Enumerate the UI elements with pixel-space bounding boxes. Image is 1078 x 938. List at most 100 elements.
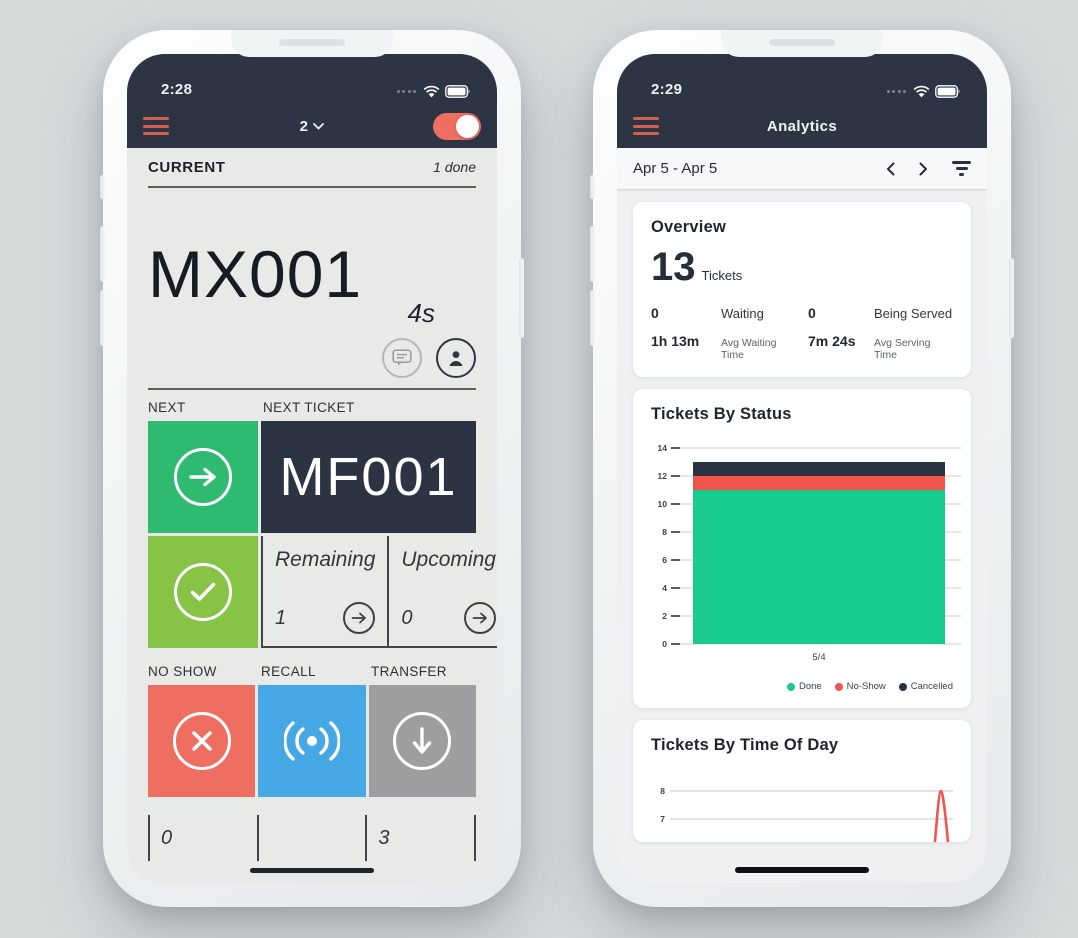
no-show-button[interactable] [148,685,256,797]
next-label: NEXT [148,400,186,415]
queue-selector-label: 2 [299,117,309,135]
svg-text:2: 2 [662,611,667,621]
x-axis-label: 5/4 [812,652,825,663]
chat-button[interactable] [382,338,422,378]
current-ticket-area: MX001 4s [127,236,497,328]
next-section-labels: NEXT NEXT TICKET [148,390,476,421]
analytics-screen: 2:29 Analytics [617,54,987,883]
call-next-button[interactable] [148,421,258,533]
no-show-label: NO SHOW [148,664,217,679]
transfer-button[interactable] [368,685,476,797]
queue-selector[interactable]: 2 [300,118,325,135]
arrow-down-icon [393,712,452,770]
grid-row-done: Remaining 1 Upcoming 0 [148,536,497,648]
transfer-count-cell: 3 [365,815,477,861]
no-show-dot-icon [834,682,843,691]
transfer-count: 3 [378,826,390,849]
serving-toggle[interactable] [433,112,481,140]
notch [721,30,883,57]
next-date-button[interactable] [919,162,928,176]
home-indicator[interactable] [250,868,374,873]
filter-icon[interactable] [952,161,971,176]
tickets-by-status-chart: 14 12 10 8 6 4 2 0 [658,443,961,663]
toggle-knob [456,114,479,138]
menu-icon[interactable] [143,117,169,135]
svg-text:8: 8 [662,527,667,537]
queues-panel: Remaining 1 Upcoming 0 [261,536,497,648]
upcoming-cell: Upcoming 0 [387,536,497,646]
chart-legend: Done No-Show Cancelled [651,681,953,692]
tickets-by-status-title: Tickets By Status [651,405,792,423]
recall-button[interactable] [258,685,366,797]
mute-switch [590,175,595,199]
status-icons [886,85,962,98]
tickets-total-label: Tickets [701,268,743,283]
chevron-down-icon [313,122,325,130]
tickets-by-status-card: Tickets By Status 14 12 10 8 6 4 2 0 [633,389,971,708]
done-count-label[interactable]: 1 done [433,159,476,175]
stat-label: Avg Serving Time [874,337,931,361]
no-show-area [693,476,945,490]
legend-no-show: No-Show [834,681,886,692]
chat-icon [392,349,412,366]
status-bar: 2:28 [127,54,497,104]
nav-bar: Analytics [617,104,987,148]
remaining-label: Remaining [275,548,376,571]
cancelled-area [693,462,945,476]
recall-count-cell [256,815,366,861]
menu-icon[interactable] [633,117,659,135]
volume-up-button [100,226,105,282]
nav-bar: 2 [127,104,497,148]
app-header: 2:28 [127,54,497,148]
bottom-action-grid [148,685,476,797]
svg-text:7: 7 [660,814,665,824]
stat-label: Waiting [721,306,764,321]
page-title: Analytics [766,117,838,135]
svg-text:8: 8 [660,786,665,796]
wifi-icon [423,85,440,98]
date-range-label: Apr 5 - Apr 5 [633,160,718,177]
serving-screen: 2:28 [127,54,497,883]
serving-timer: 4s [407,298,435,328]
footer-counts: 0 3 [148,815,477,861]
ticket-actions [127,312,497,378]
upcoming-count: 0 [401,606,413,629]
upcoming-arrow-button[interactable] [463,602,496,634]
tickets-by-time-card: Tickets By Time Of Day 8 7 [633,720,971,842]
x-icon [172,712,231,770]
remaining-count: 1 [275,606,287,629]
clock: 2:29 [651,81,683,98]
remaining-arrow-button[interactable] [343,602,376,634]
mark-done-button[interactable] [148,536,258,648]
cellular-signal-icon [886,90,906,93]
next-ticket-label: NEXT TICKET [263,400,355,415]
prev-date-button[interactable] [886,162,895,176]
svg-text:12: 12 [658,471,668,481]
svg-text:14: 14 [658,443,668,453]
person-icon [449,351,463,366]
stat-label: Avg Waiting Time [721,337,777,361]
recall-label: RECALL [261,664,316,679]
customer-button[interactable] [436,338,476,378]
current-label: CURRENT [148,158,226,176]
stat-value: 0 [808,305,816,321]
analytics-cards: Overview 13 Tickets 0 Waiting 0 Being Se… [617,190,987,854]
phone-analytics: 2:29 Analytics [590,30,1014,907]
mute-switch [100,175,105,199]
tickets-by-time-chart: 8 7 [660,786,953,842]
status-icons [396,85,472,98]
next-ticket-tile[interactable]: MF001 [261,421,476,533]
volume-down-button [100,290,105,346]
phone-serving: 2:28 [100,30,524,907]
action-grid: MF001 Remaining 1 [148,421,497,648]
overview-title: Overview [651,218,726,236]
upcoming-label: Upcoming [401,548,496,571]
svg-text:10: 10 [658,499,668,509]
power-button [519,258,524,338]
home-indicator[interactable] [735,867,869,873]
battery-icon [935,85,960,98]
arrow-right-icon [174,448,232,506]
overview-stats: 0 Waiting 0 Being Served 1h 13m Avg Wait… [651,305,953,361]
broadcast-icon [283,721,340,761]
stat-value: 0 [651,305,659,321]
